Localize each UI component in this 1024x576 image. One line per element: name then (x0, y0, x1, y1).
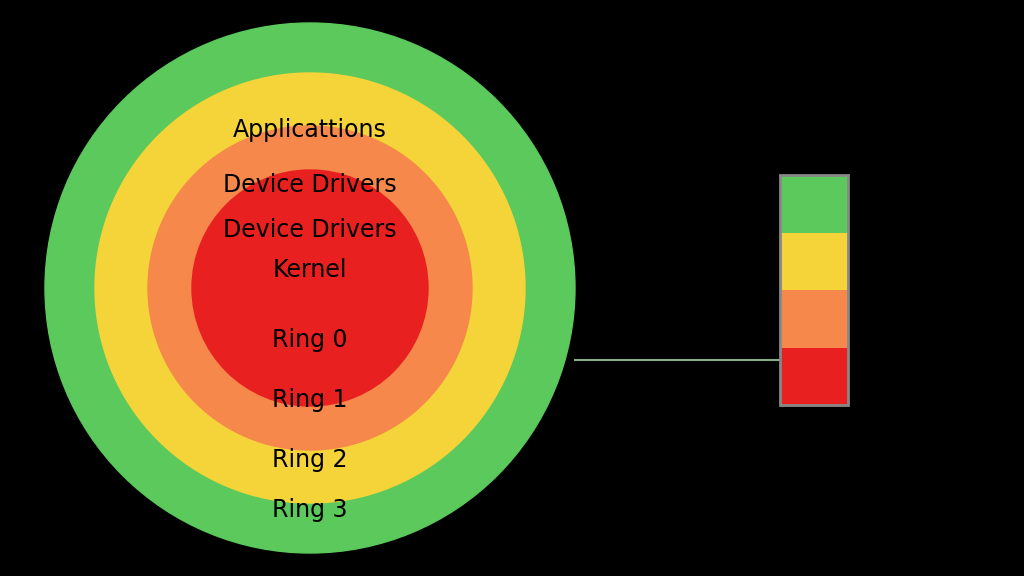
Text: Device Drivers: Device Drivers (223, 173, 397, 197)
Text: Kernel: Kernel (272, 258, 347, 282)
Text: Applicattions: Applicattions (233, 118, 387, 142)
Circle shape (95, 73, 525, 503)
Bar (780, 290, 848, 347)
Circle shape (148, 126, 472, 450)
Text: Ring 3: Ring 3 (272, 498, 348, 522)
Bar (780, 175, 848, 233)
Circle shape (193, 170, 428, 406)
Text: Ring 0: Ring 0 (272, 328, 348, 352)
Circle shape (45, 23, 575, 553)
Bar (780, 175, 848, 405)
Bar (780, 347, 848, 405)
Circle shape (228, 206, 392, 370)
Bar (780, 233, 848, 290)
Text: Device Drivers: Device Drivers (223, 218, 397, 242)
Text: Ring 1: Ring 1 (272, 388, 348, 412)
Text: Ring 2: Ring 2 (272, 448, 348, 472)
